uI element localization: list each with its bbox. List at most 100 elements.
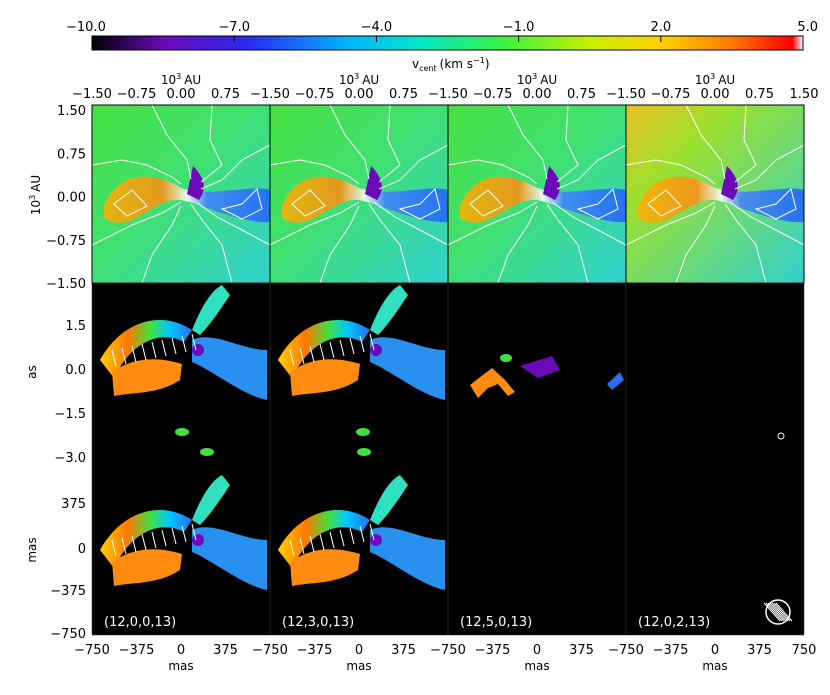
contour-line — [111, 349, 117, 367]
contour-line — [319, 205, 360, 284]
blue-lobe — [192, 527, 267, 590]
contour-line — [291, 189, 326, 217]
contour-line — [329, 104, 370, 180]
top-axis-tick-label: −0.75 — [117, 87, 157, 102]
beam-marker-small — [777, 432, 785, 440]
upper-filament — [192, 285, 230, 335]
bottom-axis-tick-label: 0 — [177, 643, 185, 658]
blue-lobe — [192, 337, 267, 400]
beam-ellipse — [763, 599, 793, 625]
row1-panel — [269, 104, 449, 284]
contour-line — [299, 537, 305, 555]
contour-line — [625, 159, 716, 185]
contour-line — [647, 189, 682, 217]
row3-yaxis-tick-label: −375 — [50, 584, 86, 599]
contour-line — [181, 335, 187, 353]
contour-line — [724, 203, 767, 284]
jet-core — [721, 166, 738, 200]
contour-line — [269, 201, 360, 246]
contour-line — [309, 345, 315, 363]
contour-line — [195, 201, 271, 246]
panel-frame — [625, 282, 805, 636]
upper-arc — [278, 510, 370, 568]
bottom-axis-tick-label: −750 — [430, 643, 466, 658]
contour-line — [546, 203, 589, 284]
colorbar-tick-labels: −10.0 −7.0 −4.0 −1.0 2.0 5.0 — [66, 20, 818, 35]
bottom-axis-tick-label: 375 — [213, 643, 238, 658]
blue-lobe — [370, 527, 445, 590]
bottom-axis-tick-label: 0 — [711, 643, 719, 658]
contour-line — [289, 349, 295, 367]
contour-line — [359, 525, 365, 543]
bottom-axis-tick-label: −375 — [475, 643, 511, 658]
contour-line — [339, 339, 345, 357]
bottom-axis-tick-label: 0 — [355, 643, 363, 658]
top-axis-tick-label: 0.75 — [567, 87, 596, 102]
central-source — [370, 534, 382, 546]
outflow-region — [460, 176, 626, 223]
contour-line — [447, 159, 538, 185]
contour-line — [131, 535, 137, 553]
colorbar: −10.0 −7.0 −4.0 −1.0 2.0 5.0 vcent (km s−1) — [66, 20, 818, 73]
bottom-axis-label: mas — [524, 659, 549, 673]
bottom-axis-tick-label: −375 — [119, 643, 155, 658]
contour-line — [734, 144, 805, 190]
contour-line — [309, 535, 315, 553]
upper-arc — [100, 320, 192, 378]
top-axis-tick-label: 0.75 — [211, 87, 240, 102]
contour-line — [171, 337, 177, 355]
row1-yaxis-tick-label: −1.50 — [46, 277, 86, 292]
contour-line — [369, 333, 375, 351]
maser-spot — [470, 368, 515, 398]
contour-line — [734, 104, 757, 183]
orange-lobe — [112, 549, 182, 586]
contour-line — [685, 104, 726, 180]
contour-line — [675, 205, 716, 284]
top-axis-label: 103 AU — [161, 72, 201, 87]
central-source — [192, 534, 204, 546]
contour-line — [319, 343, 325, 361]
contour-line — [141, 343, 147, 361]
contour-line — [200, 104, 223, 183]
contour-line — [191, 523, 197, 541]
bottom-axis-label: mas — [346, 659, 371, 673]
row1-yaxis-tick-label: 1.50 — [57, 104, 86, 119]
maser-plume — [100, 475, 267, 590]
contour-line — [556, 104, 579, 183]
upper-filament — [192, 475, 230, 525]
row1-panel — [625, 104, 805, 284]
row1-yaxis-tick-label: 0.00 — [57, 191, 86, 206]
jet-core — [543, 166, 560, 200]
contour-line — [729, 201, 805, 246]
contour-line — [378, 144, 449, 190]
contour-line — [625, 201, 716, 246]
outflow-region — [104, 176, 270, 223]
panel-tag: (12,5,0,13) — [460, 615, 532, 630]
colorbar-tick-label: 2.0 — [650, 20, 671, 35]
maser-plume — [278, 285, 445, 400]
bottom-axis-tick-label: 375 — [569, 643, 594, 658]
bottom-axis-label: mas — [168, 659, 193, 673]
contour-line — [576, 188, 619, 220]
contour-line — [151, 104, 192, 180]
top-axis-tick-label: −1.50 — [250, 87, 290, 102]
top-axis-tick-label: 0.00 — [701, 87, 730, 102]
colorbar-gradient — [91, 35, 804, 51]
contour-line — [121, 347, 127, 365]
contour-line — [91, 159, 182, 185]
contour-line — [190, 203, 233, 284]
maser-spot — [357, 448, 371, 456]
contour-line — [398, 188, 441, 220]
maser-spot — [607, 372, 624, 390]
maser-spot — [200, 448, 214, 456]
contour-line — [111, 539, 117, 557]
jet-core — [187, 166, 204, 200]
panel-tag: (12,3,0,13) — [282, 615, 354, 630]
jet-core — [365, 166, 382, 200]
maser-plume — [100, 285, 267, 400]
top-axis-label: 103 AU — [339, 72, 379, 87]
contour-line — [339, 529, 345, 547]
contour-line — [121, 537, 127, 555]
upper-filament — [370, 475, 408, 525]
